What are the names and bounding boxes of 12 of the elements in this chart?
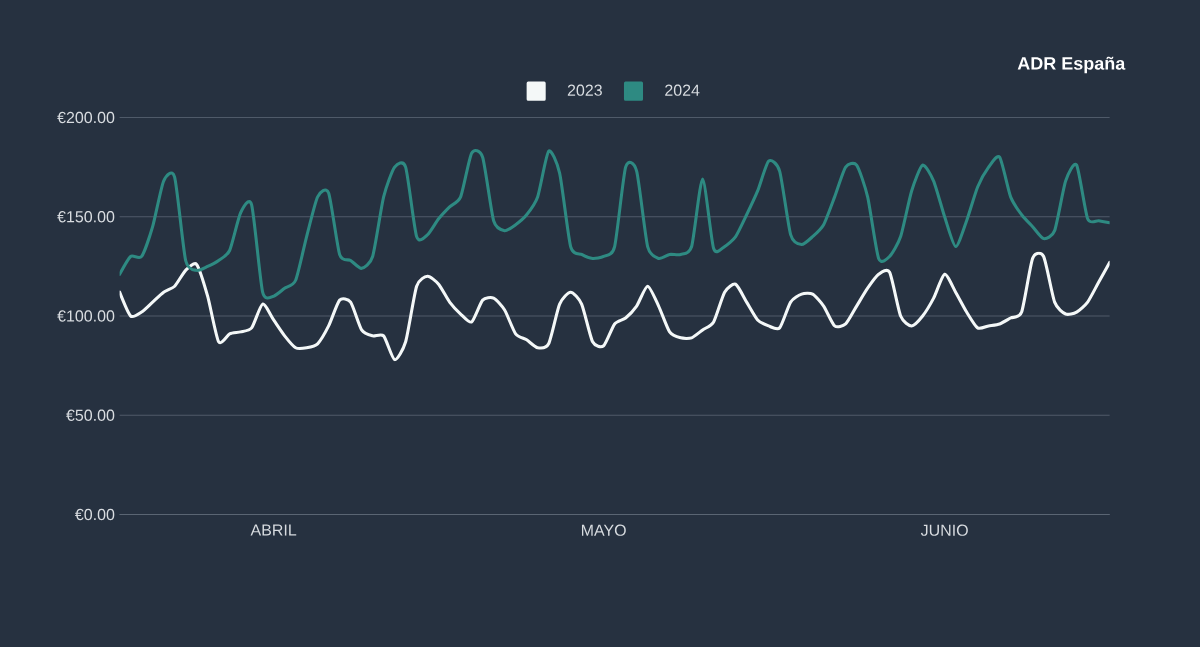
chart-title: ADR España (1017, 56, 1126, 74)
legend-label: 2024 (665, 84, 700, 96)
line-series (119, 149, 1110, 298)
y-tick-label: €0.00 (75, 508, 115, 521)
x-tick-label: JUNIO (920, 524, 968, 536)
x-tick-label: MAYO (581, 524, 626, 536)
legend-label: 2023 (567, 84, 602, 96)
y-tick-label: €100.00 (57, 310, 115, 322)
y-tick-label: €200.00 (57, 111, 115, 124)
y-tick-label: €50.00 (66, 409, 115, 421)
x-tick-label: ABRIL (250, 524, 297, 536)
y-tick-label: €150.00 (57, 211, 115, 223)
